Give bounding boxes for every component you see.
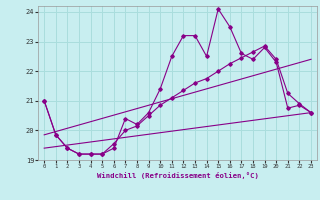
X-axis label: Windchill (Refroidissement éolien,°C): Windchill (Refroidissement éolien,°C): [97, 172, 259, 179]
